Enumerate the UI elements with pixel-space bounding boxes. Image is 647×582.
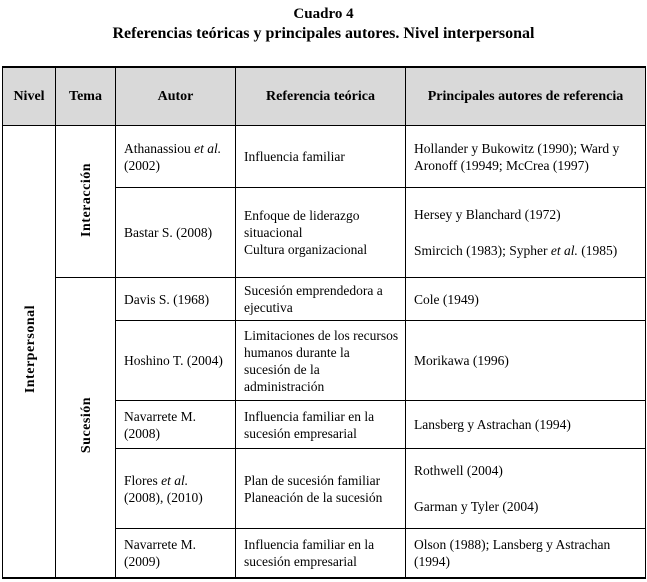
- paragraph: Hollander y Bukowitz (1990); Ward y Aron…: [414, 140, 639, 174]
- text-run: Rothwell (2004): [414, 463, 503, 478]
- autor-cell: Navarrete M. (2009): [115, 528, 236, 578]
- paragraph: Morikawa (1996): [414, 352, 639, 369]
- table-header-row: Nivel Tema Autor Referencia teórica Principa…: [2, 66, 646, 126]
- autores-referencia-cell: Hersey y Blanchard (1972) Smircich (1983)…: [405, 187, 646, 278]
- paragraph: Cole (1949): [414, 291, 639, 308]
- referencia-cell: Plan de sucesión familiar Planeación de l…: [235, 448, 406, 529]
- column-header-tema: Tema: [55, 66, 116, 126]
- table-row: Navarrete M. (2008) Influencia familiar e…: [3, 400, 646, 449]
- paragraph: Cultura organizacional: [244, 241, 399, 258]
- tema-vertical-label: Interacción: [79, 162, 94, 237]
- referencia-cell: Limitaciones de los recursos humanos dur…: [235, 320, 406, 401]
- paragraph: Limitaciones de los recursos humanos dur…: [244, 327, 399, 395]
- paragraph: Garman y Tyler (2004): [414, 498, 639, 515]
- text-run: Olson (1988); Lansberg y Astrachan (1994…: [414, 536, 611, 569]
- autores-referencia-cell: Lansberg y Astrachan (1994): [405, 400, 646, 449]
- paragraph: Influencia familiar en la sucesión empre…: [244, 408, 399, 442]
- table-row: Hoshino T. (2004) Limitaciones de los rec…: [3, 320, 646, 401]
- paragraph: Influencia familiar en la sucesión empre…: [244, 536, 399, 570]
- nivel-vertical-label: Interpersonal: [22, 305, 38, 394]
- paragraph: Smircich (1983); Sypher et al. (1985): [414, 242, 639, 259]
- text-run: Lansberg y Astrachan (1994): [414, 417, 571, 432]
- autor-cell: Davis S. (1968): [115, 277, 236, 321]
- table-row: Interpersonal Interacción Athanassiou et a…: [2, 125, 646, 578]
- paragraph: Rothwell (2004): [414, 462, 639, 479]
- text-run: Athanassiou: [124, 140, 195, 156]
- table-caption-number: Cuadro 4: [293, 6, 354, 22]
- table-caption-title: Referencias teóricas y principales autor…: [112, 25, 535, 42]
- text-run: Sucesión emprendedora a ejecutiva: [244, 283, 383, 315]
- paragraph: Hersey y Blanchard (1972): [414, 206, 639, 223]
- table-row: Navarrete M. (2009) Influencia familiar e…: [3, 528, 646, 578]
- text-run: Cultura organizacional: [244, 242, 368, 257]
- text-run: Plan de sucesión familiar: [244, 472, 381, 488]
- text-run: Influencia familiar en la sucesión empre…: [244, 408, 375, 441]
- referencia-cell: Influencia familiar en la sucesión empre…: [235, 528, 406, 578]
- nivel-cell: Interpersonal: [2, 125, 56, 578]
- table-row: Flores et al. (2008), (2010) Plan de suce…: [3, 448, 646, 529]
- autores-referencia-cell: Rothwell (2004) Garman y Tyler (2004): [405, 448, 646, 529]
- tema-vertical-label: Sucesión: [79, 397, 94, 454]
- referencia-cell: Sucesión emprendedora a ejecutiva: [235, 277, 406, 321]
- table-row: Bastar S. (2008) Enfoque de liderazgo sit…: [3, 187, 646, 278]
- paragraph: Enfoque de liderazgo situacional: [244, 207, 399, 241]
- text-run: Enfoque de liderazgo situacional: [244, 208, 360, 240]
- text-run: Hollander y Bukowitz (1990); Ward y Aron…: [414, 140, 620, 173]
- text-run: (2008), (2010): [124, 489, 203, 505]
- text-run: Davis S. (1968): [124, 291, 210, 307]
- paragraph: Lansberg y Astrachan (1994): [414, 416, 639, 433]
- text-run: Bastar S. (2008): [124, 225, 213, 240]
- italic-text: et al.: [550, 243, 578, 258]
- text-run: (2002): [124, 157, 160, 173]
- text-run: Hersey y Blanchard (1972): [414, 207, 561, 222]
- table-caption: Cuadro 4 Referencias teóricas y principa…: [0, 0, 647, 43]
- autor-cell: Bastar S. (2008): [115, 187, 236, 278]
- text-run: Limitaciones de los recursos humanos dur…: [244, 327, 399, 394]
- referencia-cell: Influencia familiar en la sucesión empre…: [235, 400, 406, 449]
- italic-text: et al.: [161, 472, 189, 488]
- autor-cell: Navarrete M. (2008): [115, 400, 236, 449]
- text-run: Cole (1949): [414, 291, 479, 307]
- text-run: Influencia familiar: [244, 149, 345, 164]
- autor-cell: Flores et al. (2008), (2010): [115, 448, 236, 529]
- text-run: Flores: [124, 472, 162, 488]
- autores-referencia-cell: Cole (1949): [405, 277, 646, 321]
- text-run: Morikawa (1996): [414, 353, 509, 368]
- autores-referencia-cell: Olson (1988); Lansberg y Astrachan (1994…: [405, 528, 646, 578]
- autores-referencia-cell: Hollander y Bukowitz (1990); Ward y Aron…: [405, 125, 646, 188]
- paragraph: Influencia familiar: [244, 148, 399, 165]
- referencia-cell: Enfoque de liderazgo situacional Cultura …: [235, 187, 406, 278]
- text-run: Garman y Tyler (2004): [414, 499, 539, 514]
- text-run: Navarrete M. (2009): [124, 536, 196, 569]
- paragraph: Plan de sucesión familiar: [244, 472, 399, 489]
- column-header-referencia-te-rica: Referencia teórica: [235, 66, 406, 126]
- column-header-principales-autores-de-referencia: Principales autores de referencia: [405, 66, 646, 126]
- paragraph: Sucesión emprendedora a ejecutiva: [244, 282, 399, 316]
- tema-cell: Sucesión: [55, 277, 116, 578]
- italic-text: et al.: [194, 140, 222, 156]
- text-run: Hoshino T. (2004): [124, 353, 223, 368]
- autores-referencia-cell: Morikawa (1996): [405, 320, 646, 401]
- text-run: (1985): [577, 243, 618, 258]
- referencia-cell: Influencia familiar: [235, 125, 406, 188]
- table-row: Sucesión Davis S. (1968) Sucesión emprende…: [3, 277, 646, 578]
- tema-cell: Interacción: [55, 125, 116, 278]
- autor-cell: Athanassiou et al. (2002): [115, 125, 236, 188]
- text-run: Influencia familiar en la sucesión empre…: [244, 536, 375, 569]
- column-header-nivel: Nivel: [2, 66, 56, 126]
- text-run: Smircich (1983); Sypher: [414, 243, 551, 258]
- text-run: Planeación de la sucesión: [244, 489, 383, 505]
- paragraph: Olson (1988); Lansberg y Astrachan (1994…: [414, 536, 639, 570]
- column-header-autor: Autor: [115, 66, 236, 126]
- paragraph: Planeación de la sucesión: [244, 489, 399, 506]
- autor-cell: Hoshino T. (2004): [115, 320, 236, 401]
- references-table: Nivel Tema Autor Referencia teórica Principa…: [2, 66, 646, 579]
- text-run: Navarrete M. (2008): [124, 408, 196, 441]
